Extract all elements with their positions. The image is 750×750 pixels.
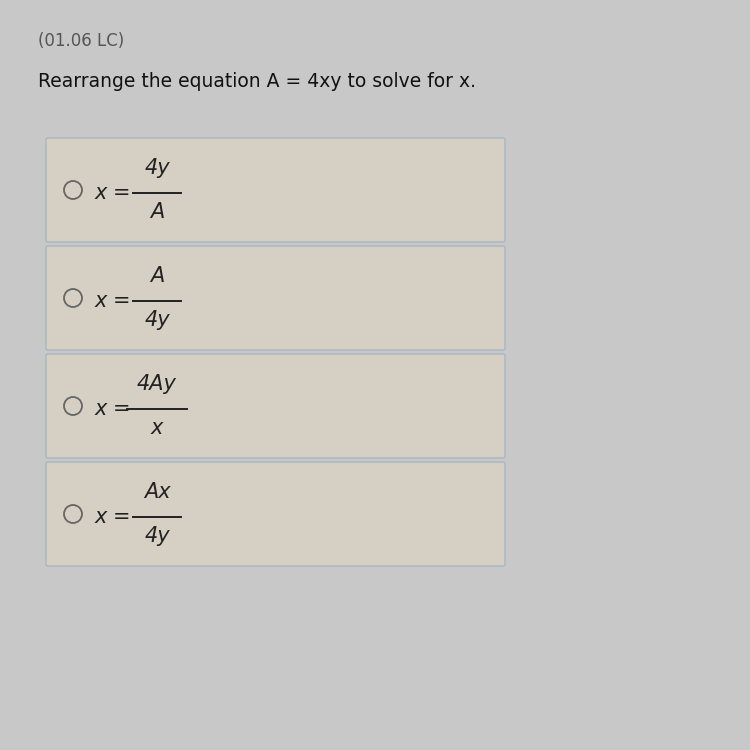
Text: x: x (151, 418, 164, 438)
Text: Ax: Ax (144, 482, 170, 502)
Text: 4y: 4y (144, 158, 170, 178)
FancyBboxPatch shape (46, 138, 505, 242)
Text: 4y: 4y (144, 310, 170, 330)
Text: x =: x = (95, 507, 131, 527)
Text: x =: x = (95, 399, 131, 419)
Text: A: A (150, 266, 164, 286)
Text: x =: x = (95, 291, 131, 311)
Text: 4Ay: 4Ay (137, 374, 177, 394)
Text: A: A (150, 202, 164, 222)
FancyBboxPatch shape (46, 354, 505, 458)
Text: Rearrange the equation A = 4xy to solve for x.: Rearrange the equation A = 4xy to solve … (38, 72, 476, 91)
FancyBboxPatch shape (46, 246, 505, 350)
Text: x =: x = (95, 183, 131, 203)
Text: 4y: 4y (144, 526, 170, 546)
Text: (01.06 LC): (01.06 LC) (38, 32, 125, 50)
FancyBboxPatch shape (46, 462, 505, 566)
